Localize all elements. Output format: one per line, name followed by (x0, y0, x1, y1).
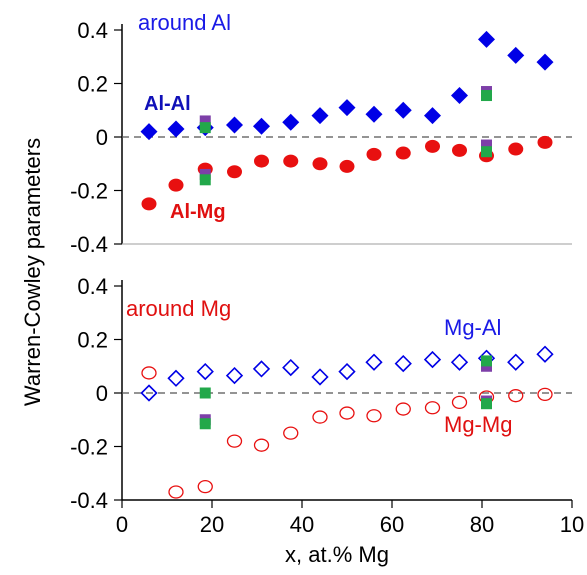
diamond-marker (282, 358, 300, 377)
diamond-marker (365, 105, 383, 123)
circle-marker (395, 402, 411, 416)
y-tick-label: 0 (96, 125, 108, 150)
diamond-marker (311, 107, 329, 125)
diamond-marker (507, 46, 525, 64)
circle-marker (339, 159, 355, 173)
diamond-marker (338, 99, 356, 117)
diamond-marker (196, 362, 214, 381)
x-tick-label: 0 (116, 512, 128, 537)
diamond-marker (167, 120, 185, 138)
circle-marker (227, 165, 242, 179)
diamond-marker (225, 366, 244, 385)
circle-marker (425, 139, 440, 153)
series-label-mg-al: Mg-Al (444, 315, 501, 340)
y-axis-title: Warren-Cowley parameters (20, 138, 45, 406)
diamond-marker (167, 369, 185, 387)
diamond-marker (365, 353, 383, 371)
y-tick-label: -0.2 (70, 179, 108, 204)
diamond-marker (451, 87, 468, 105)
square-marker (481, 146, 492, 158)
diamond-marker (450, 353, 469, 371)
circle-marker (197, 479, 213, 494)
series-label-al-mg: Al-Mg (170, 201, 226, 223)
x-tick-label: 10 (560, 512, 584, 537)
diamond-marker (140, 123, 158, 141)
diamond-marker (507, 353, 525, 371)
diamond-marker (226, 116, 243, 134)
y-tick-label: 0 (96, 381, 108, 406)
square-marker (481, 355, 492, 367)
diamond-marker (423, 350, 442, 369)
circle-marker (339, 406, 355, 420)
y-tick-label: 0.2 (77, 72, 108, 97)
diamond-marker (536, 345, 554, 363)
diamond-marker (282, 113, 300, 131)
circle-marker (312, 410, 328, 424)
diamond-marker (140, 384, 158, 402)
circle-marker (168, 178, 184, 192)
circle-marker (424, 401, 441, 415)
series-label-al-al: Al-Al (144, 93, 191, 115)
square-marker (481, 90, 492, 102)
diamond-marker (253, 117, 270, 135)
x-tick-label: 60 (380, 512, 404, 537)
diamond-marker (394, 101, 412, 119)
diamond-marker (311, 368, 329, 386)
circle-marker (508, 142, 524, 156)
circle-marker (451, 395, 468, 410)
circle-marker (168, 485, 184, 499)
circle-marker (283, 154, 299, 168)
square-marker (199, 122, 211, 134)
square-marker (199, 115, 211, 127)
diamond-marker (394, 354, 412, 373)
square-marker (199, 418, 211, 430)
panel-top-title: around Al (138, 10, 231, 35)
diamond-marker (536, 53, 554, 71)
circle-marker (283, 426, 299, 440)
y-tick-label: -0.4 (70, 232, 108, 257)
x-tick-label: 20 (200, 512, 224, 537)
y-tick-label: -0.4 (70, 488, 108, 513)
circle-marker (141, 366, 157, 380)
circle-marker (366, 409, 382, 423)
square-marker (481, 139, 492, 151)
circle-marker (452, 143, 467, 157)
circle-marker (537, 387, 553, 401)
diamond-marker (424, 107, 441, 125)
x-tick-label: 40 (290, 512, 314, 537)
circle-marker (395, 146, 411, 160)
panel-bottom-title: around Mg (126, 296, 231, 321)
diamond-marker (338, 362, 356, 381)
circle-marker (226, 434, 243, 448)
circle-marker (366, 147, 382, 161)
y-tick-label: -0.2 (70, 435, 108, 460)
circle-marker (537, 135, 553, 149)
diamond-marker (478, 30, 495, 48)
square-marker (199, 174, 211, 186)
circle-marker (254, 154, 269, 168)
x-tick-label: 80 (470, 512, 494, 537)
y-tick-label: 0.4 (77, 18, 108, 43)
x-axis-title: x, at.% Mg (285, 542, 389, 567)
y-tick-label: 0.2 (77, 328, 108, 353)
square-marker (481, 398, 492, 410)
circle-marker (508, 389, 524, 403)
y-tick-label: 0.4 (77, 274, 108, 299)
series-label-mg-mg: Mg-Mg (444, 412, 512, 437)
square-marker (199, 387, 211, 399)
circle-marker (312, 157, 328, 171)
diamond-marker (252, 360, 271, 378)
circle-marker (141, 197, 157, 211)
circle-marker (253, 438, 270, 452)
